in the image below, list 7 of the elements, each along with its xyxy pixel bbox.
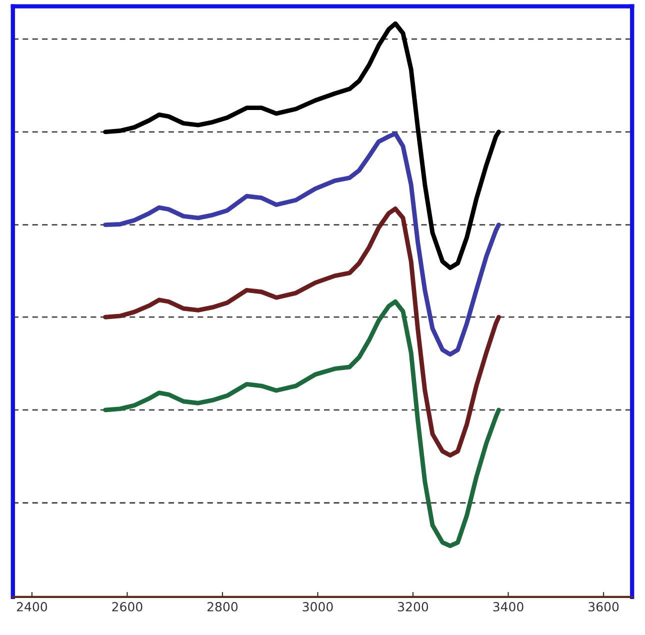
x-tick-label: 2800 <box>207 602 238 612</box>
x-tick-label: 3600 <box>588 602 619 612</box>
x-tick-label: 3000 <box>302 602 333 612</box>
x-tick-label: 3200 <box>398 602 428 612</box>
x-tick-label: 3400 <box>493 602 524 612</box>
x-tick-label: 2400 <box>16 602 48 612</box>
x-tick-label: 2600 <box>112 602 142 612</box>
